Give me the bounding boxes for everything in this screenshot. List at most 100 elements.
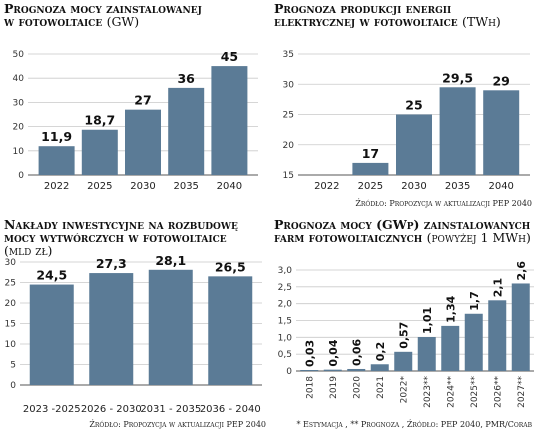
chart-4-bar — [441, 325, 460, 371]
chart-3-category-label: 2023 -2025 — [23, 404, 81, 415]
chart-2-category-label: 2035 — [445, 181, 470, 192]
chart-4-title-line1: Prognoza mocy (GWp) zainstalowanych — [274, 217, 531, 232]
chart-2-value-label: 25 — [405, 98, 422, 113]
chart-3-value-label: 28,1 — [155, 253, 186, 268]
chart-2-bar — [483, 90, 520, 175]
chart-2-value-label: 17 — [362, 146, 379, 161]
chart-panel-4: Prognoza mocy (GWp) zainstalowanych farm… — [274, 218, 536, 432]
chart-1-ytick-label: 10 — [13, 147, 25, 157]
chart-4-category-label: 2027** — [517, 376, 527, 408]
chart-1-ytick-label: 50 — [13, 50, 25, 60]
chart-4-ytick-label: 3,0 — [278, 266, 293, 276]
chart-1-value-label: 45 — [221, 49, 238, 64]
chart-2-ytick-label: 15 — [283, 171, 294, 181]
chart-4-ytick-label: 2,5 — [278, 283, 292, 293]
chart-4-value-label: 1,34 — [444, 295, 457, 322]
chart-4-value-label: 0,04 — [327, 339, 340, 366]
chart-3-ytick-label: 15 — [5, 320, 16, 330]
chart-4-category-label: 2021 — [376, 376, 386, 399]
chart-2-bar — [352, 162, 389, 175]
chart-1-value-label: 11,9 — [41, 129, 72, 144]
chart-3-value-label: 24,5 — [36, 268, 67, 283]
chart-4-value-label: 2,1 — [491, 278, 504, 298]
chart-2-category-label: 2025 — [358, 181, 383, 192]
chart-1-title-line1: Prognoza mocy zainstalowanej — [4, 1, 202, 16]
chart-1-category-label: 2040 — [217, 181, 242, 192]
chart-4-source: * Estymacja , ** Prognoza , Źródło: PEP … — [296, 420, 532, 429]
chart-2-ytick-label: 20 — [283, 141, 295, 151]
chart-2-title: Prognoza produkcji energii elektrycznej … — [274, 2, 501, 28]
chart-3-ytick-label: 25 — [5, 279, 16, 289]
chart-1-category-label: 2025 — [87, 181, 112, 192]
chart-1-ytick-label: 30 — [13, 98, 25, 108]
chart-1-category-label: 2022 — [44, 181, 69, 192]
chart-4-bar — [464, 313, 483, 371]
chart-1-value-label: 36 — [177, 71, 195, 86]
chart-4-value-label: 1,01 — [421, 307, 434, 334]
chart-1-ytick-label: 40 — [13, 74, 25, 84]
chart-3-title-line2: mocy wytwórczych w fotowoltaice — [4, 230, 227, 245]
chart-4-value-label: 1,7 — [468, 291, 481, 311]
chart-4-ytick-label: 0,5 — [278, 350, 292, 360]
chart-4-title-line2: farm fotowoltaicznych — [274, 230, 423, 245]
chart-4-ytick-label: 1,0 — [278, 333, 293, 343]
chart-1-value-label: 27 — [134, 93, 151, 108]
chart-2-source: Źródło: Propozycja w aktualizacji PEP 20… — [355, 199, 532, 208]
chart-3-bar — [29, 284, 74, 385]
chart-1-ytick-label: 0 — [18, 171, 24, 181]
chart-1-category-label: 2035 — [173, 181, 198, 192]
chart-1-value-label: 18,7 — [84, 113, 115, 128]
chart-1-bar — [125, 109, 161, 175]
chart-1-bar — [81, 129, 118, 175]
chart-4-bar — [323, 369, 342, 371]
chart-3-bar — [148, 269, 193, 385]
chart-4-value-label: 0,57 — [397, 322, 410, 349]
chart-2-value-label: 29 — [492, 73, 509, 88]
chart-4-value-label: 0,06 — [350, 338, 363, 365]
chart-1-bar — [168, 87, 205, 175]
chart-2-ytick-label: 25 — [283, 111, 294, 121]
chart-4-bar — [488, 300, 507, 371]
chart-4-value-label: 0,03 — [303, 340, 316, 367]
chart-2-bar — [396, 114, 432, 175]
chart-4-value-label: 2,6 — [515, 261, 528, 281]
chart-4-bar — [417, 336, 436, 371]
chart-2-unit: (TWh) — [462, 14, 501, 29]
chart-1-ytick-label: 20 — [13, 123, 25, 133]
chart-3-category-label: 2031 - 2035 — [140, 404, 201, 415]
chart-4-ytick-label: 2,0 — [278, 300, 293, 310]
chart-3-ytick-label: 30 — [5, 258, 17, 268]
chart-4-ytick-label: 1,5 — [278, 317, 292, 327]
chart-panel-1: Prognoza mocy zainstalowanej w fotowolta… — [4, 2, 262, 202]
chart-panel-3: Nakłady inwestycyjne na rozbudowę mocy w… — [4, 218, 268, 432]
chart-4-category-label: 2025** — [470, 376, 480, 408]
chart-3-title-line1: Nakłady inwestycyjne na rozbudowę — [4, 217, 238, 232]
chart-3-ytick-label: 10 — [5, 340, 17, 350]
chart-4-category-label: 2022* — [399, 376, 409, 404]
chart-4-category-label: 2018 — [305, 376, 315, 399]
chart-3-ytick-label: 20 — [5, 299, 17, 309]
chart-3-title: Nakłady inwestycyjne na rozbudowę mocy w… — [4, 218, 238, 257]
chart-4-category-label: 2026** — [493, 376, 503, 408]
chart-3-ytick-label: 5 — [10, 361, 16, 371]
chart-2-title-line1: Prognoza produkcji energii — [274, 1, 452, 16]
chart-2-title-line2: elektrycznej w fotowoltaice — [274, 14, 458, 29]
chart-4-category-label: 2023** — [423, 376, 433, 408]
chart-4-bar — [300, 369, 319, 371]
chart-3-bar — [208, 276, 253, 385]
chart-4-bar — [511, 283, 530, 371]
chart-3-category-label: 2026 - 2030 — [81, 404, 142, 415]
chart-2-value-label: 29,5 — [442, 70, 473, 85]
chart-4-bar — [347, 368, 366, 371]
chart-4-unit: (powyżej 1 MWh) — [426, 230, 531, 245]
chart-2-category-label: 2030 — [401, 181, 426, 192]
chart-1-title-line2: w fotowoltaice — [4, 14, 103, 29]
chart-4-category-label: 2024** — [446, 376, 456, 408]
chart-3-bar — [89, 273, 134, 385]
chart-3-value-label: 26,5 — [215, 259, 246, 274]
chart-2-category-label: 2040 — [488, 181, 513, 192]
chart-1-title: Prognoza mocy zainstalowanej w fotowolta… — [4, 2, 202, 28]
chart-4-category-label: 2020 — [352, 376, 362, 399]
chart-1-bar — [211, 66, 248, 175]
